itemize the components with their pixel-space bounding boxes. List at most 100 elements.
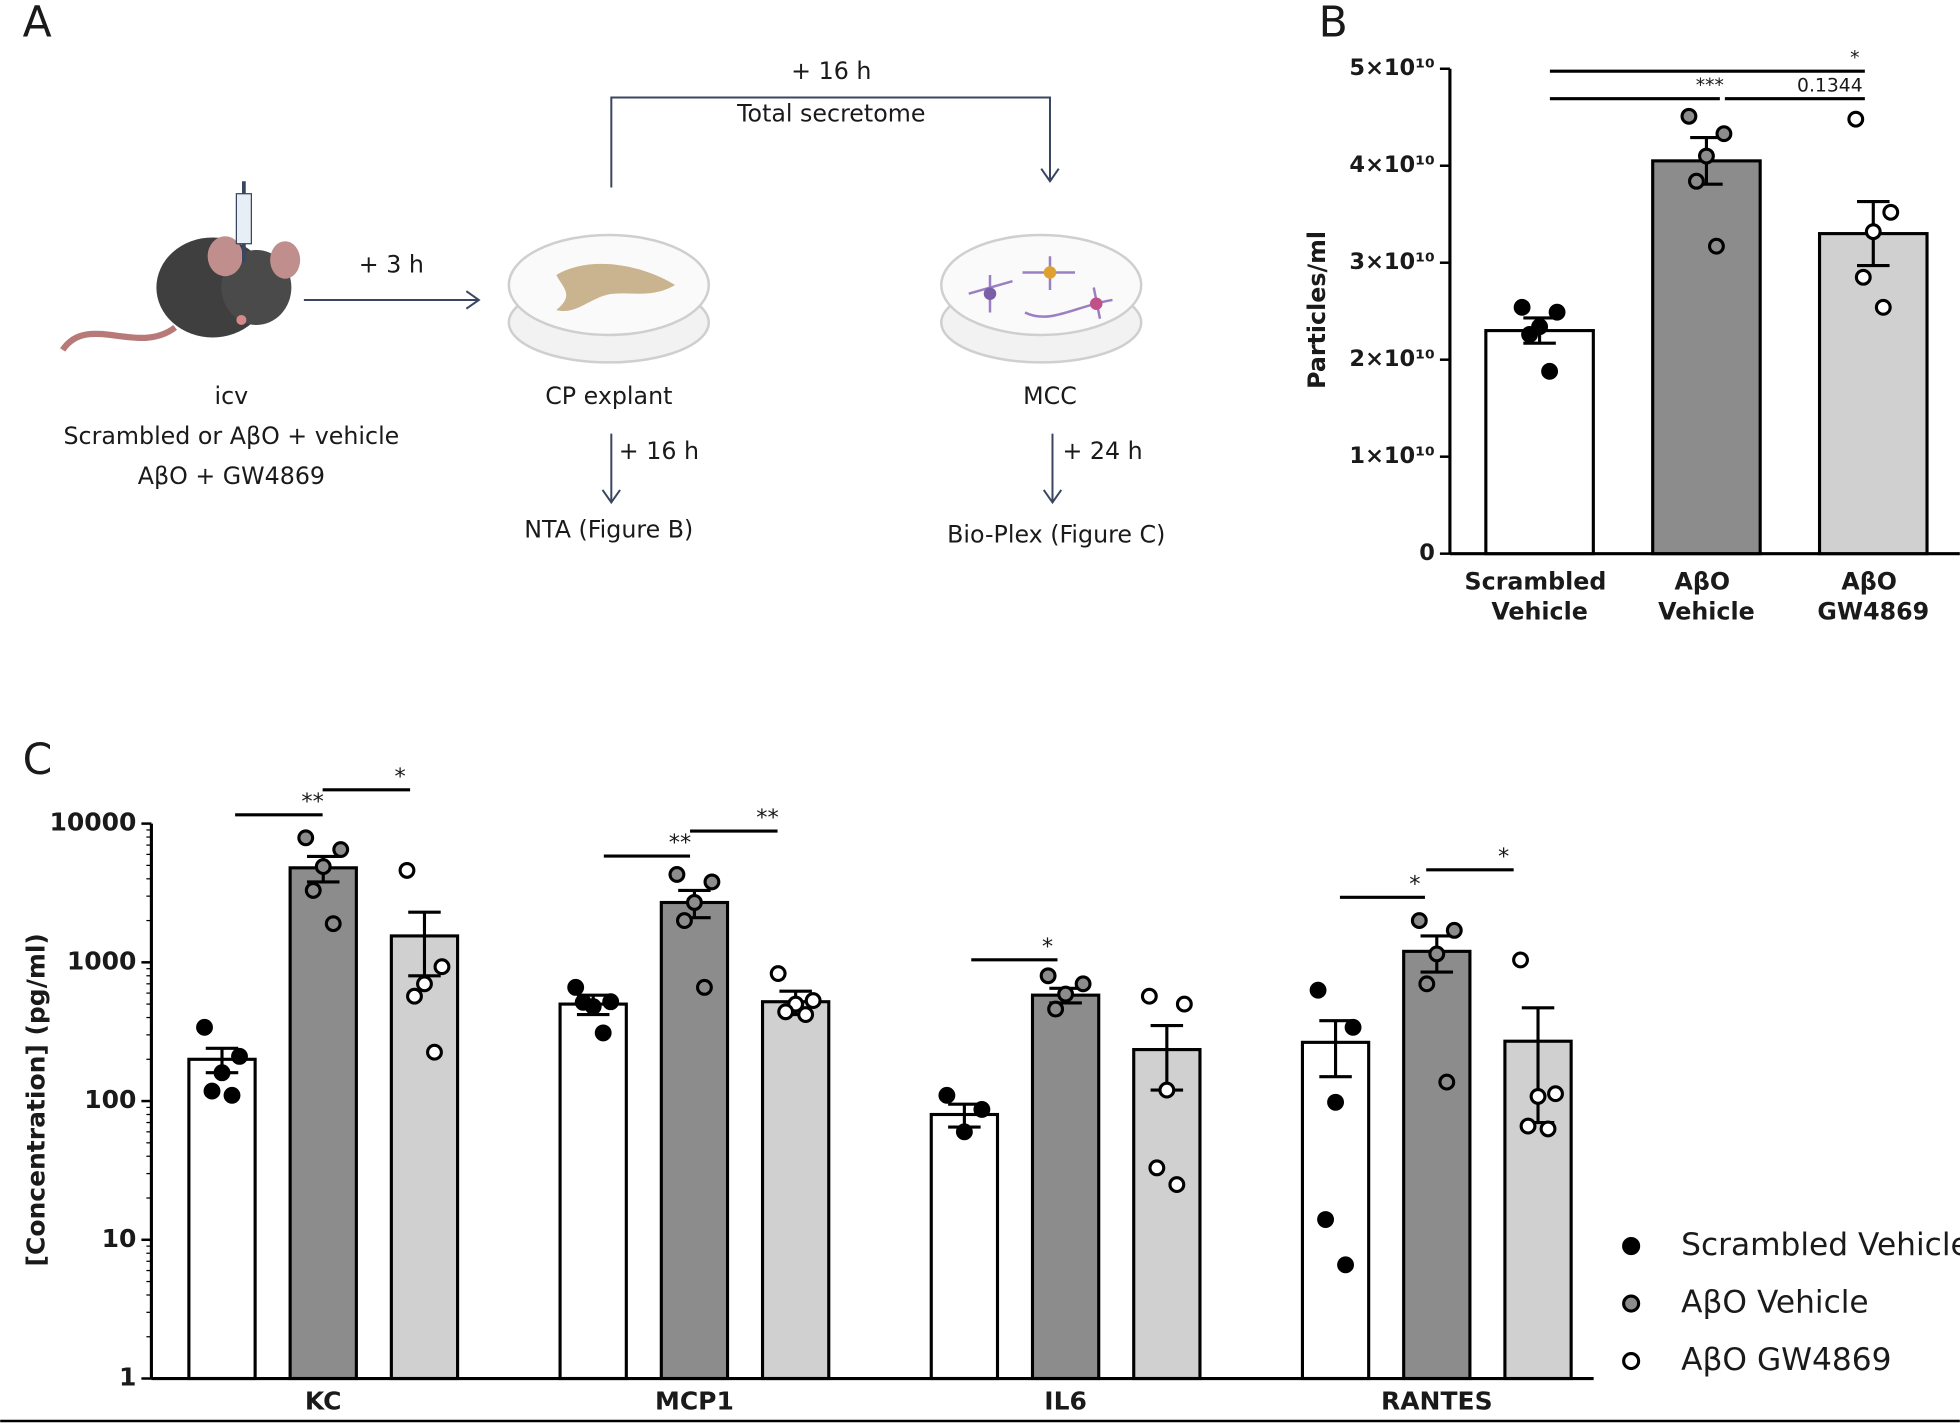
x-tick-label: RANTES — [1381, 1386, 1493, 1415]
data-point — [594, 1024, 612, 1042]
data-point — [1874, 298, 1892, 316]
readout-label: Bio-Plex (Figure C) — [947, 521, 1165, 549]
legend-marker — [1622, 1351, 1641, 1371]
data-point — [1680, 107, 1698, 125]
data-point — [804, 992, 822, 1010]
data-point — [1047, 1000, 1065, 1018]
cell — [1089, 297, 1103, 310]
data-point — [1688, 172, 1705, 190]
bar — [1651, 159, 1762, 556]
data-point — [1512, 951, 1529, 969]
syringe-barrel — [235, 193, 253, 245]
bar — [760, 1000, 831, 1381]
data-point — [1521, 326, 1539, 343]
data-point — [777, 1003, 795, 1021]
data-point — [1882, 203, 1900, 221]
bar — [1402, 949, 1472, 1381]
interval-label: + 24 h — [1062, 437, 1142, 465]
data-point — [602, 993, 620, 1011]
data-point — [1309, 981, 1327, 999]
data-point — [1148, 1159, 1166, 1177]
data-point — [955, 1123, 973, 1141]
x-tick-label: Scrambled Vehicle — [1465, 567, 1615, 625]
significance-label: * — [394, 764, 405, 790]
data-point — [1039, 967, 1057, 985]
bar — [1300, 1040, 1371, 1381]
data-point — [314, 858, 332, 876]
data-point — [324, 915, 342, 933]
data-point — [213, 1064, 231, 1082]
interval-label: + 16 h — [619, 437, 699, 465]
x-tick-label: IL6 — [1044, 1386, 1087, 1415]
bar — [187, 1057, 257, 1381]
panel-letter: A — [23, 0, 52, 47]
data-point — [1519, 1117, 1537, 1135]
data-point — [304, 881, 322, 899]
data-point — [938, 1086, 956, 1104]
data-point — [1529, 1087, 1547, 1105]
data-point — [769, 965, 787, 982]
readout-label: NTA (Figure B) — [524, 516, 693, 544]
data-point — [973, 1101, 991, 1118]
data-point — [574, 993, 592, 1011]
explant — [556, 263, 676, 311]
panel-a: A icv Scrambled or AβO + vehicle AβO + G… — [23, 0, 1166, 549]
legend-marker — [1622, 1236, 1641, 1256]
bar — [288, 866, 358, 1381]
data-point — [1344, 1018, 1362, 1036]
legend-label: Scrambled Vehicle — [1681, 1227, 1960, 1263]
data-point — [297, 829, 315, 847]
y-tick-label: 1×10¹⁰ — [1349, 443, 1434, 469]
data-point — [668, 866, 686, 883]
data-point — [1327, 1093, 1344, 1111]
y-tick-label: 2×10¹⁰ — [1349, 346, 1434, 372]
data-point — [1317, 1211, 1335, 1228]
arrowhead — [1040, 168, 1060, 183]
interval-label: + 3 h — [359, 251, 424, 279]
significance-label: * — [1042, 934, 1053, 960]
x-tick-label: AβO Vehicle — [1658, 567, 1755, 625]
interval-label: Total secretome — [736, 99, 925, 127]
arrow — [610, 96, 1051, 188]
mouse-tail — [60, 324, 178, 352]
bar — [1484, 329, 1595, 556]
data-point — [1074, 975, 1092, 993]
x-tick-label: MCP1 — [655, 1386, 734, 1415]
y-axis-label: [Concentration] (pg/ml) — [22, 933, 51, 1266]
legend-label: AβO Vehicle — [1681, 1285, 1869, 1321]
data-point — [398, 861, 416, 879]
data-point — [1057, 985, 1075, 1003]
mouse-label: AβO + GW4869 — [138, 462, 325, 490]
y-tick-label: 1 — [119, 1363, 136, 1392]
mouse-label: icv — [215, 382, 249, 410]
data-point — [1864, 223, 1882, 241]
data-point — [1547, 1085, 1564, 1103]
data-point — [1707, 237, 1725, 255]
data-point — [426, 1043, 443, 1061]
data-point — [1539, 1120, 1557, 1138]
interval-label: + 16 h — [791, 57, 871, 85]
data-point — [406, 987, 423, 1005]
data-point — [797, 1006, 815, 1024]
data-point — [1854, 268, 1872, 286]
legend-label: AβO GW4869 — [1681, 1342, 1891, 1378]
significance-label: * — [1850, 48, 1859, 69]
dish-label: CP explant — [545, 382, 672, 410]
data-point — [196, 1018, 213, 1036]
data-point — [1158, 1081, 1176, 1099]
significance-label: * — [1409, 871, 1420, 897]
data-point — [1428, 945, 1446, 963]
data-point — [1445, 921, 1463, 939]
y-axis-label: Particles/ml — [1303, 231, 1331, 389]
data-point — [1140, 987, 1158, 1005]
dish — [940, 233, 1143, 337]
cell — [983, 287, 997, 300]
data-point — [567, 978, 585, 996]
significance-label: ** — [756, 805, 778, 831]
bar — [558, 1002, 628, 1381]
mouse-ear — [270, 241, 301, 279]
significance-label: ** — [669, 830, 691, 856]
data-point — [1541, 362, 1559, 380]
significance-label: ** — [301, 789, 323, 815]
